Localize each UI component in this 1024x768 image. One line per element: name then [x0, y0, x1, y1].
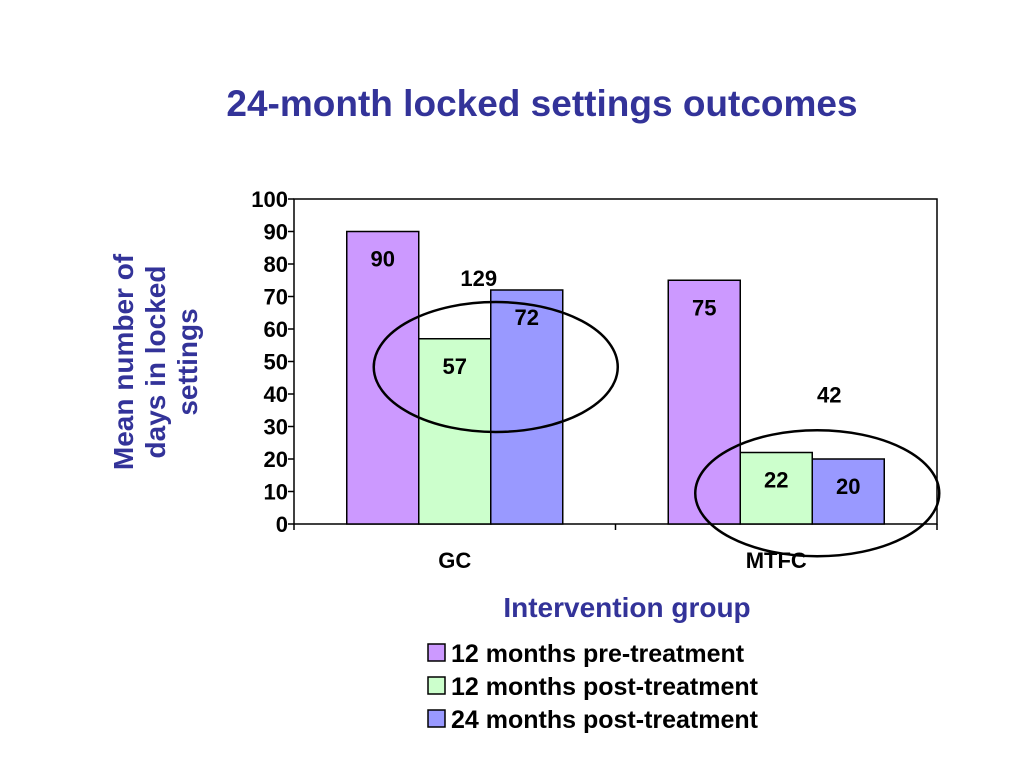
legend: 12 months pre-treatment 12 months post-tr…	[427, 640, 759, 734]
y-tick-label: 20	[264, 447, 288, 472]
x-category-label: GC	[438, 548, 471, 573]
chart-title: 24-month locked settings outcomes	[226, 83, 857, 124]
y-axis-title-line-1: Mean number of	[108, 253, 139, 470]
bar-value-label: 75	[692, 295, 716, 320]
y-tick-label: 80	[264, 252, 288, 277]
x-axis: GC MTFC	[293, 524, 938, 573]
legend-swatch	[427, 709, 446, 728]
highlight-ellipse	[694, 429, 941, 558]
bar	[811, 458, 885, 525]
bar-value-label: 57	[443, 354, 467, 379]
y-tick-label: 40	[264, 382, 288, 407]
bar-value-label: 72	[515, 305, 539, 330]
y-tick-label: 60	[264, 317, 288, 342]
legend-swatch	[427, 643, 446, 662]
y-tick-label: 50	[264, 350, 288, 375]
y-tick-label: 10	[264, 480, 288, 505]
bar	[667, 279, 741, 525]
bar-value-label: 22	[764, 468, 788, 493]
highlight-ellipse	[372, 300, 619, 434]
bar-value-label: 90	[371, 247, 395, 272]
sum-annotation: 129	[460, 266, 497, 291]
legend-label: 12 months post-treatment	[451, 673, 759, 701]
y-tick-label: 0	[276, 512, 288, 537]
legend-label: 24 months post-treatment	[451, 706, 759, 734]
y-axis-title-line-2: days in locked	[140, 266, 171, 459]
bars	[346, 230, 885, 525]
y-axis: 0 10 20 30 40 50 60 70 80 90 100	[251, 187, 294, 537]
y-axis-title-line-3: settings	[172, 308, 203, 415]
y-tick-label: 70	[264, 285, 288, 310]
bar	[490, 289, 564, 525]
x-axis-title: Intervention group	[503, 592, 750, 623]
data-labels: 90 57 72 75 22 20	[371, 247, 861, 500]
y-tick-label: 100	[251, 187, 288, 212]
legend-swatch	[427, 676, 446, 695]
legend-label: 12 months pre-treatment	[451, 640, 745, 668]
y-tick-label: 30	[264, 415, 288, 440]
bar-value-label: 20	[836, 474, 860, 499]
y-axis-title: Mean number of days in locked settings	[108, 253, 203, 470]
bar	[346, 230, 420, 525]
annotations: 129 42	[372, 266, 941, 558]
y-tick-label: 90	[264, 220, 288, 245]
bar	[739, 451, 813, 525]
sum-annotation: 42	[817, 382, 841, 407]
